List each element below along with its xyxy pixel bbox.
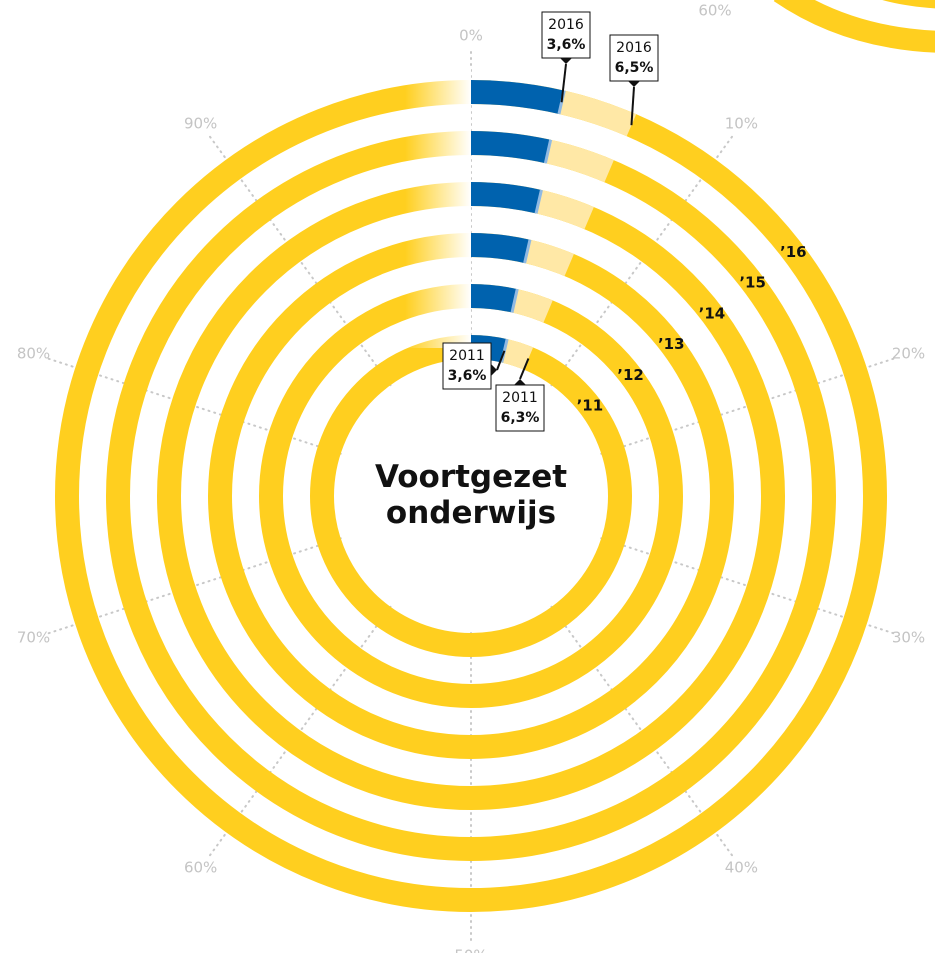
callout-line [496, 350, 506, 371]
x-tick-label: 50% [454, 947, 487, 953]
callout-year: 2016 [548, 17, 584, 33]
callout-value: 6,5% [615, 60, 654, 76]
ring-segment [470, 233, 530, 264]
callout-box [495, 384, 545, 432]
x-tick-label: 80% [17, 344, 50, 362]
x-tick-label: 10% [725, 114, 758, 132]
x-tick-label: 90% [184, 114, 217, 132]
callout-box [442, 342, 492, 390]
ring-segment [470, 182, 542, 214]
ring-label: ’12 [617, 366, 644, 384]
callout-box [609, 34, 659, 82]
fade [405, 68, 471, 348]
ring-segment [470, 131, 551, 164]
x-tick-label: 30% [892, 629, 925, 647]
neighbor-ring [882, 0, 935, 9]
x-tick-label: 40% [725, 859, 758, 877]
segment-edge [534, 189, 543, 214]
ring-segment [470, 80, 565, 115]
callout-value: 6,3% [501, 410, 540, 426]
callout-year: 2011 [449, 348, 485, 364]
segment-edge [500, 338, 509, 363]
ring-label: ’15 [739, 274, 766, 292]
callout-line [630, 86, 635, 126]
callout-value: 3,6% [448, 368, 487, 384]
chart-title: Voortgezet onderwijs [375, 459, 567, 531]
callout-pointer [491, 364, 497, 376]
callout-line [560, 63, 567, 103]
x-tick-label: 60% [184, 859, 217, 877]
neighbor-ring [773, 0, 935, 53]
callout-year: 2011 [502, 390, 538, 406]
callout-year: 2016 [616, 40, 652, 56]
callout-pointer [628, 81, 640, 87]
callout-pointer [560, 58, 572, 64]
x-tick-label: 20% [892, 344, 925, 362]
ring-label: ’13 [658, 335, 685, 353]
ring-label: ’16 [780, 243, 807, 261]
ring-label: ’11 [577, 397, 604, 415]
ring-label: ’14 [699, 304, 726, 322]
callout-line [519, 358, 530, 380]
callout-value: 3,6% [547, 37, 586, 53]
segment-edge [543, 139, 553, 164]
callout-box [541, 11, 591, 59]
neighbor-tick-label: 60% [698, 2, 731, 20]
x-tick-label: 70% [17, 629, 50, 647]
segment-edge [523, 239, 532, 264]
neighbor-chart-fragment: 60% [698, 0, 935, 53]
callout-pointer [514, 379, 526, 385]
x-tick-label: 0% [459, 27, 483, 45]
overlay: 2011 3,6% 2016 3,6% 2011 6,3% 2016 6,5% [442, 11, 659, 432]
segment-edge [510, 288, 519, 313]
ring-segment [470, 284, 518, 313]
